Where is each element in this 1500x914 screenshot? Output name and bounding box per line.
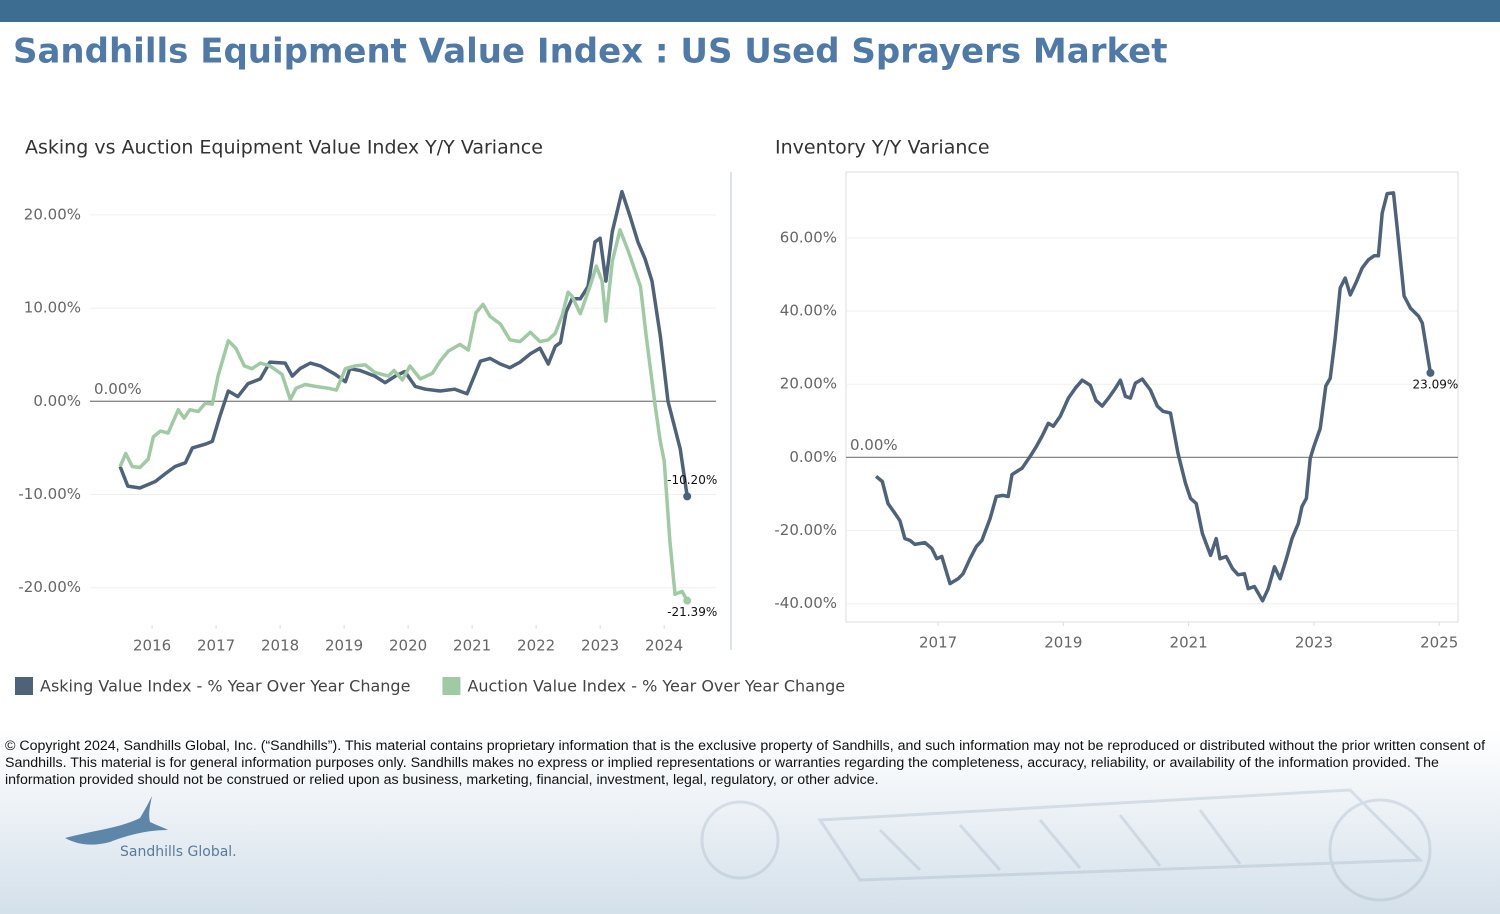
logo-text: Sandhills Global.: [120, 844, 237, 860]
x-tick-label: 2020: [389, 637, 427, 655]
legend-swatch: [442, 677, 461, 695]
legend-label: Asking Value Index - % Year Over Year Ch…: [40, 677, 410, 696]
x-tick-label: 2023: [581, 637, 619, 655]
x-tick-label: 2018: [261, 637, 299, 655]
x-tick-label: 2023: [1295, 634, 1333, 652]
chart-title: Inventory Y/Y Variance: [775, 137, 990, 159]
y-tick-label: -10.00%: [18, 485, 81, 503]
y-tick-label: 0.00%: [33, 392, 81, 410]
x-tick-label: 2017: [197, 637, 235, 655]
end-point: [683, 492, 692, 501]
legend-swatch: [15, 677, 33, 695]
y-tick-label: 20.00%: [780, 375, 837, 393]
x-tick-label: 2016: [133, 637, 171, 655]
y-tick-label: 10.00%: [24, 299, 81, 317]
end-point: [1426, 368, 1435, 377]
y-tick-label: 20.00%: [24, 205, 81, 223]
reference-label: 0.00%: [94, 380, 142, 398]
machinery-decoration: [700, 788, 1432, 902]
value-label: 23.09%: [1413, 377, 1459, 391]
x-tick-label: 2021: [453, 637, 491, 655]
y-tick-label: -20.00%: [774, 521, 837, 539]
y-tick-label: -40.00%: [774, 594, 837, 612]
copyright: © Copyright 2024, Sandhills Global, Inc.…: [5, 738, 1486, 788]
chart-title: Asking vs Auction Equipment Value Index …: [25, 137, 543, 159]
x-tick-label: 2021: [1170, 634, 1208, 652]
reference-label: 0.00%: [850, 436, 898, 454]
legend-label: Auction Value Index - % Year Over Year C…: [467, 677, 845, 696]
footer-background: [0, 730, 1500, 914]
plot-border: [845, 171, 1459, 623]
value-label: -10.20%: [667, 473, 717, 487]
x-tick-label: 2025: [1420, 634, 1458, 652]
end-point: [683, 596, 692, 605]
top-bar: [0, 0, 1500, 22]
value-label: -21.39%: [667, 605, 717, 619]
x-tick-label: 2022: [517, 637, 555, 655]
logo: Sandhills Global.: [65, 796, 237, 860]
x-tick-label: 2019: [325, 637, 363, 655]
x-tick-label: 2019: [1044, 634, 1082, 652]
series-line: [118, 228, 689, 602]
series-line: [874, 191, 1433, 603]
y-tick-label: 40.00%: [780, 302, 837, 320]
series-line: [118, 189, 689, 497]
x-tick-label: 2017: [919, 634, 957, 652]
y-tick-label: 0.00%: [789, 448, 837, 466]
y-tick-label: 60.00%: [780, 228, 837, 246]
page-title: Sandhills Equipment Value Index : US Use…: [13, 32, 1168, 72]
x-tick-label: 2024: [645, 637, 683, 655]
y-tick-label: -20.00%: [18, 578, 81, 596]
